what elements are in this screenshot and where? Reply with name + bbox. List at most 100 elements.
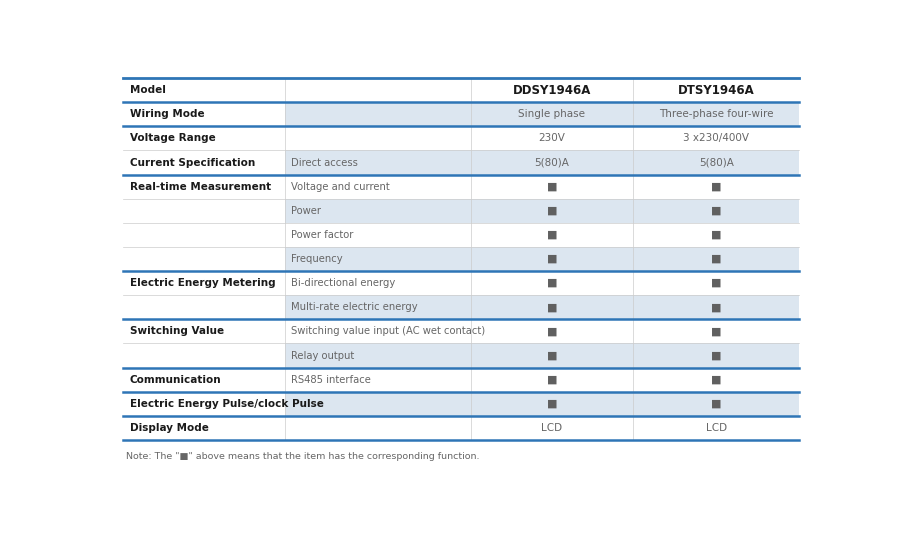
Text: ■: ■	[711, 350, 722, 361]
Bar	[471, 368, 634, 392]
Text: Multi-rate electric energy: Multi-rate electric energy	[291, 302, 418, 312]
Bar	[471, 416, 634, 440]
Bar	[471, 78, 634, 102]
Bar	[123, 102, 284, 126]
Text: DDSY1946A: DDSY1946A	[513, 83, 591, 97]
Bar	[284, 416, 471, 440]
Bar	[471, 126, 634, 150]
Bar	[123, 78, 284, 102]
Text: Voltage Range: Voltage Range	[130, 133, 215, 143]
Bar	[123, 150, 284, 174]
Bar	[634, 126, 799, 150]
Text: ■: ■	[546, 230, 557, 240]
Text: LCD: LCD	[542, 423, 562, 433]
Text: ■: ■	[711, 206, 722, 216]
Bar	[284, 174, 471, 198]
Text: Switching Value: Switching Value	[130, 326, 224, 337]
Bar	[123, 247, 284, 271]
Text: ■: ■	[711, 302, 722, 312]
Bar	[284, 319, 471, 343]
Bar	[123, 416, 284, 440]
Text: 5(80)A: 5(80)A	[535, 157, 570, 167]
Text: Note: The "■" above means that the item has the corresponding function.: Note: The "■" above means that the item …	[126, 453, 480, 461]
Text: DTSY1946A: DTSY1946A	[678, 83, 754, 97]
Bar	[634, 223, 799, 247]
Bar	[471, 295, 634, 319]
Bar	[471, 392, 634, 416]
Text: Power: Power	[291, 206, 320, 216]
Text: Three-phase four-wire: Three-phase four-wire	[659, 109, 773, 119]
Text: Real-time Measurement: Real-time Measurement	[130, 181, 271, 192]
Text: Communication: Communication	[130, 374, 221, 385]
Text: ■: ■	[711, 254, 722, 264]
Bar	[123, 319, 284, 343]
Text: Relay output: Relay output	[291, 350, 354, 361]
Bar	[123, 343, 284, 368]
Bar	[284, 150, 471, 174]
Text: Display Mode: Display Mode	[130, 423, 209, 433]
Bar	[634, 295, 799, 319]
Bar	[471, 102, 634, 126]
Bar	[634, 150, 799, 174]
Bar	[471, 223, 634, 247]
Text: ■: ■	[711, 181, 722, 192]
Bar	[123, 392, 284, 416]
Bar	[471, 271, 634, 295]
Text: Current Specification: Current Specification	[130, 157, 255, 167]
Bar	[123, 271, 284, 295]
Bar	[634, 368, 799, 392]
Bar	[471, 174, 634, 198]
Bar	[634, 392, 799, 416]
Text: ■: ■	[711, 326, 722, 337]
Bar	[471, 247, 634, 271]
Text: 230V: 230V	[538, 133, 565, 143]
Text: ■: ■	[711, 230, 722, 240]
Bar	[634, 247, 799, 271]
Bar	[284, 271, 471, 295]
Bar	[471, 198, 634, 223]
Bar	[634, 198, 799, 223]
Bar	[634, 319, 799, 343]
Text: ■: ■	[546, 254, 557, 264]
Bar	[634, 174, 799, 198]
Text: ■: ■	[546, 399, 557, 409]
Text: Direct access: Direct access	[291, 157, 357, 167]
Text: ■: ■	[546, 206, 557, 216]
Text: Electric Energy Pulse/clock Pulse: Electric Energy Pulse/clock Pulse	[130, 399, 323, 409]
Text: ■: ■	[711, 278, 722, 288]
Text: Wiring Mode: Wiring Mode	[130, 109, 204, 119]
Bar	[284, 126, 471, 150]
Text: ■: ■	[711, 399, 722, 409]
Bar	[284, 343, 471, 368]
Bar	[123, 295, 284, 319]
Bar	[123, 126, 284, 150]
Text: Single phase: Single phase	[518, 109, 585, 119]
Bar	[634, 416, 799, 440]
Bar	[284, 392, 471, 416]
Text: Switching value input (AC wet contact): Switching value input (AC wet contact)	[291, 326, 485, 337]
Text: ■: ■	[711, 374, 722, 385]
Bar	[284, 295, 471, 319]
Text: RS485 interface: RS485 interface	[291, 374, 371, 385]
Text: Frequency: Frequency	[291, 254, 342, 264]
Text: LCD: LCD	[706, 423, 727, 433]
Text: 5(80)A: 5(80)A	[698, 157, 733, 167]
Bar	[284, 102, 471, 126]
Bar	[634, 78, 799, 102]
Text: Power factor: Power factor	[291, 230, 353, 240]
Bar	[123, 174, 284, 198]
Bar	[634, 271, 799, 295]
Bar	[284, 368, 471, 392]
Bar	[471, 319, 634, 343]
Text: ■: ■	[546, 374, 557, 385]
Text: Model: Model	[130, 85, 166, 95]
Bar	[284, 247, 471, 271]
Text: ■: ■	[546, 302, 557, 312]
Bar	[123, 198, 284, 223]
Bar	[284, 78, 471, 102]
Bar	[471, 150, 634, 174]
Bar	[634, 102, 799, 126]
Text: ■: ■	[546, 181, 557, 192]
Text: Voltage and current: Voltage and current	[291, 181, 390, 192]
Text: Bi-directional energy: Bi-directional energy	[291, 278, 395, 288]
